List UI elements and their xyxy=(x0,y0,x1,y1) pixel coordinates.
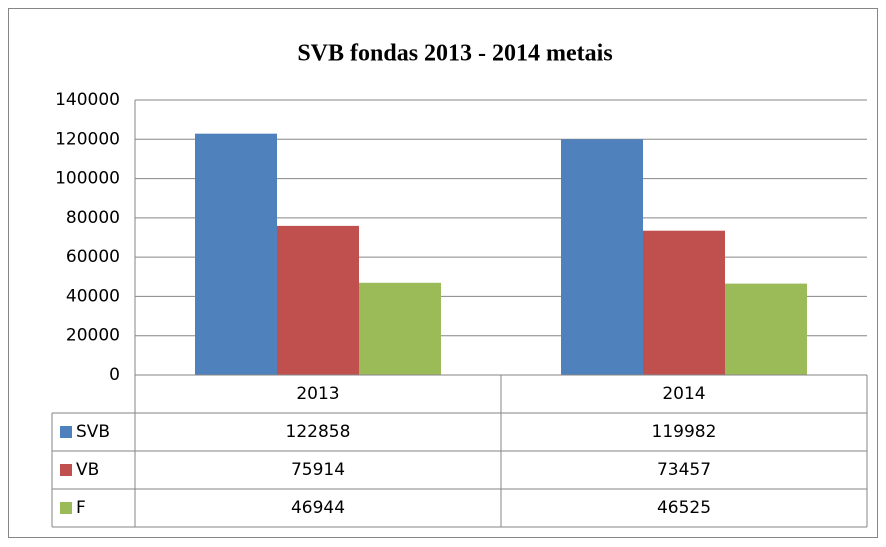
legend-label: F xyxy=(76,498,86,518)
y-tick-label: 20000 xyxy=(66,326,120,346)
y-tick-label: 120000 xyxy=(55,129,120,149)
legend-key xyxy=(60,464,72,476)
bar xyxy=(725,283,807,375)
legend-key xyxy=(60,426,72,438)
y-tick-label: 40000 xyxy=(66,286,120,306)
table-value: 75914 xyxy=(291,460,345,480)
table-value: 46944 xyxy=(291,498,345,518)
x-tick-label: 2014 xyxy=(662,384,705,404)
bar xyxy=(359,282,441,375)
table-value: 122858 xyxy=(286,422,351,442)
chart-title: SVB fondas 2013 - 2014 metais xyxy=(297,41,612,67)
y-tick-label: 60000 xyxy=(66,247,120,267)
bar xyxy=(643,230,725,375)
legend-label: SVB xyxy=(76,422,110,442)
table-value: 46525 xyxy=(657,498,711,518)
chart-border xyxy=(8,8,878,538)
x-tick-label: 2013 xyxy=(296,384,339,404)
table-value: 73457 xyxy=(657,460,711,480)
bar xyxy=(561,139,643,375)
table-value: 119982 xyxy=(652,422,717,442)
y-tick-label: 80000 xyxy=(66,208,120,228)
bar xyxy=(277,225,359,375)
y-tick-label: 0 xyxy=(109,365,120,385)
bar xyxy=(195,133,277,375)
y-tick-label: 100000 xyxy=(55,169,120,189)
legend-label: VB xyxy=(76,460,99,480)
legend-key xyxy=(60,502,72,514)
y-tick-label: 140000 xyxy=(55,90,120,110)
